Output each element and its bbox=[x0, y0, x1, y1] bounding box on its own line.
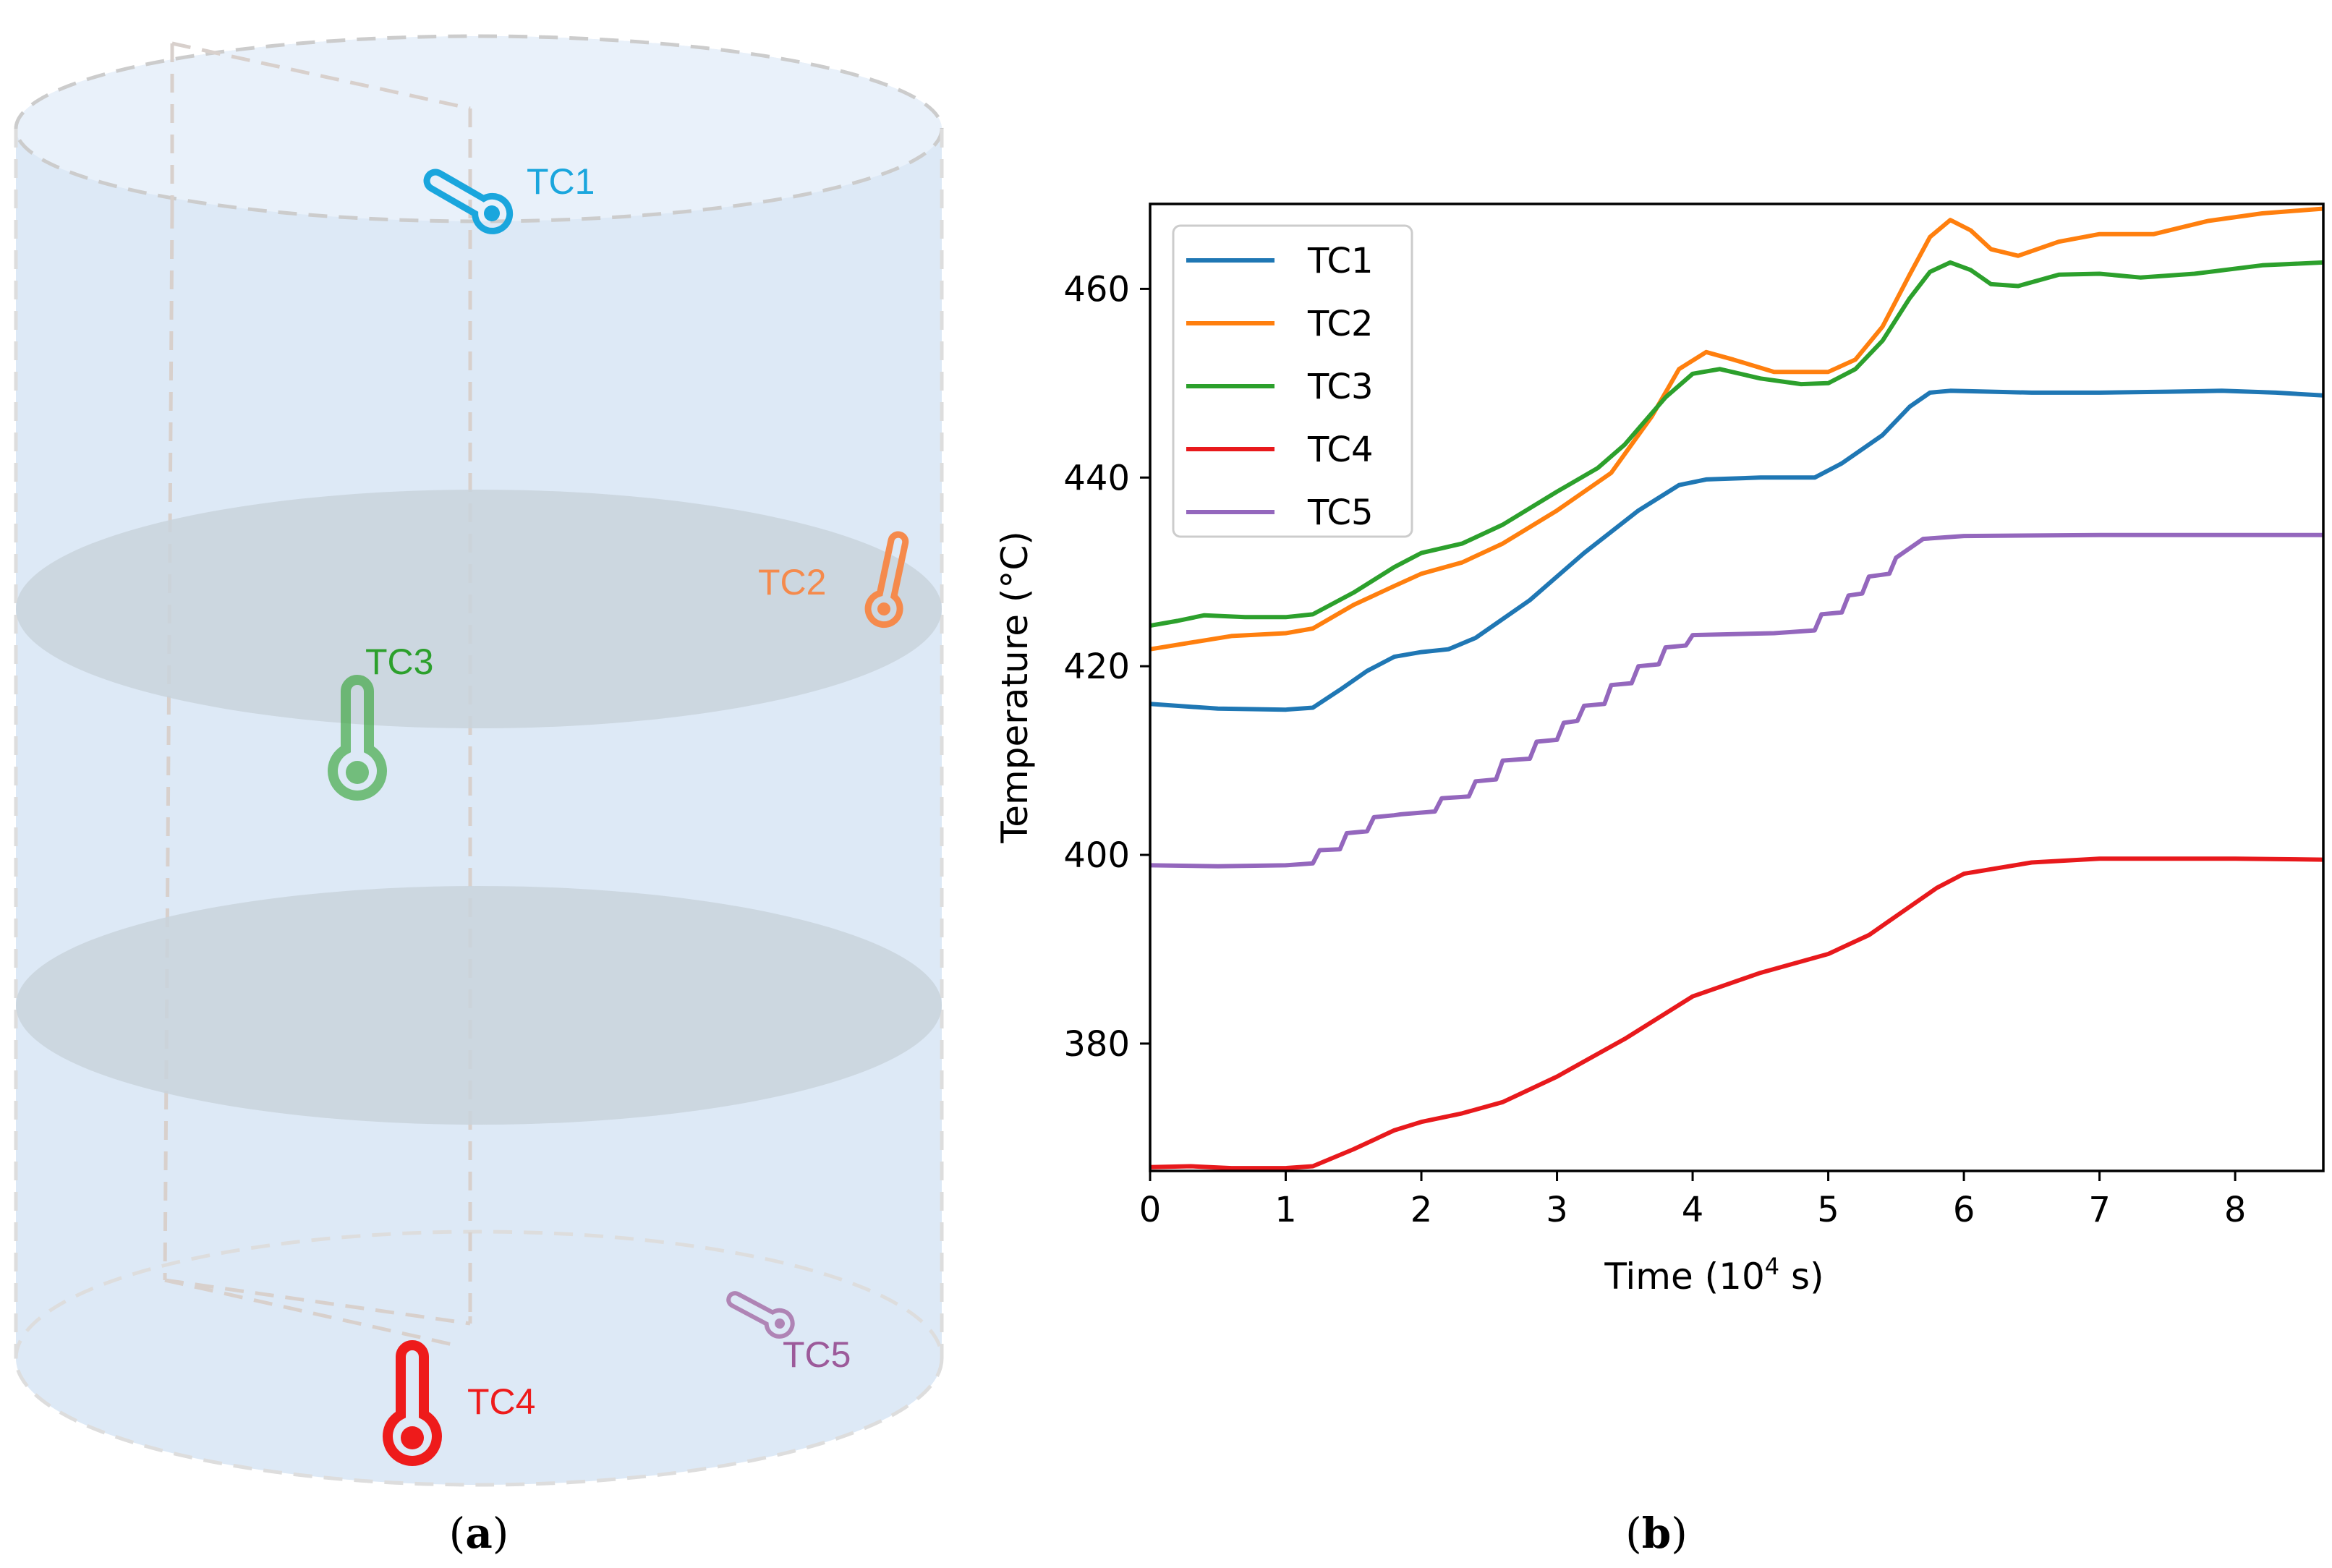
legend-label-tc2: TC2 bbox=[1307, 304, 1374, 344]
panel-label-b: (b) bbox=[1625, 1509, 1688, 1558]
x-axis: 0 1 2 3 4 5 6 7 8 bbox=[1139, 1171, 2247, 1230]
sensor-label: TC3 bbox=[365, 642, 433, 682]
series-line-tc5 bbox=[1149, 532, 2323, 869]
x-axis-label: Time (104 s) bbox=[1604, 1253, 1824, 1298]
y-axis-label: Temperature (°C) bbox=[994, 531, 1036, 844]
lower-disc bbox=[16, 886, 942, 1125]
legend-label-tc5: TC5 bbox=[1307, 493, 1374, 533]
y-tick-label: 400 bbox=[1063, 835, 1130, 876]
cylinder-diagram: TC1 TC2 TC3 TC4 bbox=[14, 34, 944, 1487]
sensor-tc3: TC3 bbox=[328, 642, 433, 801]
thermometer-icon bbox=[423, 169, 514, 234]
legend-frame bbox=[1172, 224, 1413, 538]
sensor-tc5: TC5 bbox=[726, 1291, 851, 1375]
sensor-tc4: TC4 bbox=[383, 1340, 535, 1466]
sensor-tc2: TC2 bbox=[758, 531, 909, 629]
sensor-label: TC1 bbox=[527, 161, 595, 202]
series-line-tc1 bbox=[1149, 388, 2324, 712]
x-tick-label: 7 bbox=[2088, 1190, 2111, 1230]
thermometer-icon bbox=[328, 675, 387, 801]
legend: TC1 TC2 TC3 TC4 TC5 bbox=[1172, 224, 1413, 538]
y-tick-label: 460 bbox=[1063, 269, 1130, 310]
sensor-label: TC2 bbox=[758, 562, 826, 602]
chart-lines bbox=[1149, 206, 2324, 1171]
y-tick-label: 420 bbox=[1063, 647, 1130, 687]
cylinder-body bbox=[16, 36, 942, 1485]
x-tick-label: 8 bbox=[2224, 1190, 2247, 1230]
cylinder-bottom bbox=[14, 1230, 944, 1487]
thermometer-icon bbox=[864, 531, 909, 629]
legend-label-tc3: TC3 bbox=[1307, 367, 1374, 407]
thermometer-icon bbox=[726, 1291, 795, 1339]
temperature-chart: 0 1 2 3 4 5 6 7 8 380 400 420 440 460 Time (104 s) T… bbox=[994, 203, 2325, 1298]
legend-label-tc1: TC1 bbox=[1307, 241, 1374, 281]
panel-label-a: (a) bbox=[449, 1509, 509, 1558]
series-line-tc4 bbox=[1149, 856, 2324, 1171]
x-tick-label: 6 bbox=[1953, 1190, 1975, 1230]
legend-label-tc4: TC4 bbox=[1307, 430, 1374, 470]
x-tick-label: 4 bbox=[1682, 1190, 1704, 1230]
legend-items: TC1 TC2 TC3 TC4 TC5 bbox=[1186, 241, 1374, 533]
thermometer-icon bbox=[383, 1340, 442, 1466]
x-tick-label: 3 bbox=[1546, 1190, 1568, 1230]
sensor-label: TC5 bbox=[783, 1334, 851, 1375]
x-tick-label: 2 bbox=[1410, 1190, 1433, 1230]
sensor-label: TC4 bbox=[467, 1381, 535, 1422]
y-tick-label: 380 bbox=[1063, 1024, 1130, 1065]
upper-disc bbox=[16, 490, 942, 728]
series-line-tc3 bbox=[1149, 260, 2324, 629]
y-axis: 380 400 420 440 460 bbox=[1063, 269, 1150, 1065]
sensor-tc1: TC1 bbox=[423, 161, 595, 234]
x-tick-label: 0 bbox=[1139, 1190, 1162, 1230]
x-tick-label: 1 bbox=[1274, 1190, 1297, 1230]
plot-frame bbox=[1149, 203, 2325, 1172]
x-tick-label: 5 bbox=[1817, 1190, 1839, 1230]
y-tick-label: 440 bbox=[1063, 458, 1130, 498]
series-line-tc2 bbox=[1149, 206, 2324, 652]
